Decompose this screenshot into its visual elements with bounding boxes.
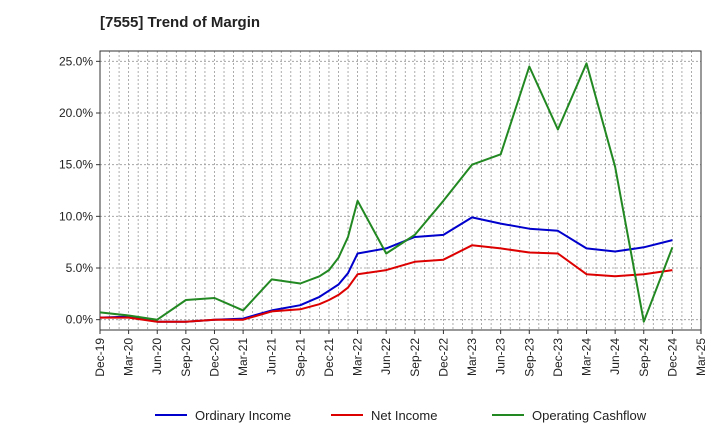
x-tick-label: Dec-19: [93, 338, 107, 377]
y-tick-label: 15.0%: [59, 158, 93, 172]
x-tick-label: Jun-23: [494, 338, 508, 375]
x-tick-label: Jun-22: [379, 338, 393, 375]
series-line-operating-cashflow: [99, 62, 674, 323]
legend-label: Ordinary Income: [195, 408, 291, 423]
x-tick-label: Dec-20: [207, 338, 221, 377]
y-tick-label: 5.0%: [66, 261, 94, 275]
y-tick-label: 20.0%: [59, 106, 93, 120]
x-tick-label: Jun-20: [150, 338, 164, 375]
x-tick-label: Mar-23: [465, 338, 479, 376]
x-tick-label: Sep-24: [637, 338, 651, 377]
x-tick-label: Sep-21: [293, 338, 307, 377]
y-axis: 0.0% 5.0% 10.0% 15.0% 20.0% 25.0%: [59, 54, 100, 327]
x-tick-label: Mar-20: [122, 338, 136, 376]
x-axis: Dec-19 Mar-20 Jun-20 Sep-20 Dec-20 Mar-21 Jun-…: [93, 330, 708, 377]
y-tick-label: 0.0%: [66, 313, 94, 327]
x-tick-label: Mar-25: [694, 338, 708, 376]
x-tick-label: Dec-24: [665, 338, 679, 377]
y-tick-label: 10.0%: [59, 209, 93, 223]
x-tick-label: Mar-24: [580, 338, 594, 376]
x-tick-label: Dec-22: [436, 338, 450, 377]
x-tick-label: Dec-21: [322, 338, 336, 377]
grid-layer: [100, 51, 701, 330]
x-tick-label: Jun-24: [608, 338, 622, 375]
x-tick-label: Sep-23: [522, 338, 536, 377]
series-line-net-income: [100, 244, 673, 323]
x-tick-label: Sep-20: [179, 338, 193, 377]
x-tick-label: Dec-23: [551, 338, 565, 377]
legend-label: Net Income: [371, 408, 437, 423]
legend-label: Operating Cashflow: [532, 408, 647, 423]
x-tick-label: Sep-22: [408, 338, 422, 377]
series-layer: [99, 62, 674, 323]
x-tick-label: Mar-21: [236, 338, 250, 376]
plot-frame: [99, 50, 702, 331]
chart-title: [7555] Trend of Margin: [100, 14, 261, 31]
y-tick-label: 25.0%: [59, 54, 93, 68]
x-tick-label: Jun-21: [265, 338, 279, 375]
x-tick-label: Mar-22: [351, 338, 365, 376]
legend: Ordinary Income Net Income Operating Cashf…: [155, 408, 647, 423]
